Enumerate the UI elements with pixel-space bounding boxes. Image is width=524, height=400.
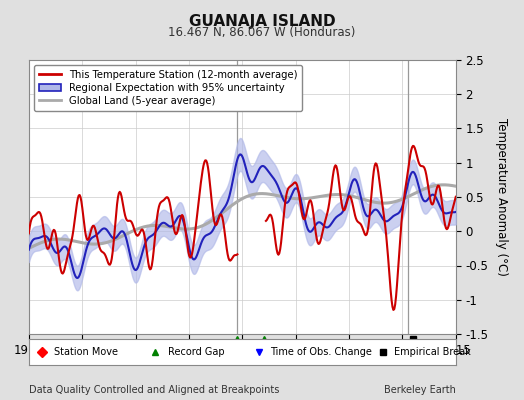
- Legend: This Temperature Station (12-month average), Regional Expectation with 95% uncer: This Temperature Station (12-month avera…: [34, 65, 302, 111]
- Text: 16.467 N, 86.067 W (Honduras): 16.467 N, 86.067 W (Honduras): [168, 26, 356, 39]
- Text: Empirical Break: Empirical Break: [394, 347, 471, 357]
- Y-axis label: Temperature Anomaly (°C): Temperature Anomaly (°C): [495, 118, 508, 276]
- Text: Berkeley Earth: Berkeley Earth: [384, 385, 456, 395]
- Text: Time of Obs. Change: Time of Obs. Change: [270, 347, 372, 357]
- Text: Data Quality Controlled and Aligned at Breakpoints: Data Quality Controlled and Aligned at B…: [29, 385, 279, 395]
- Text: Record Gap: Record Gap: [168, 347, 224, 357]
- Text: Station Move: Station Move: [54, 347, 118, 357]
- Text: GUANAJA ISLAND: GUANAJA ISLAND: [189, 14, 335, 29]
